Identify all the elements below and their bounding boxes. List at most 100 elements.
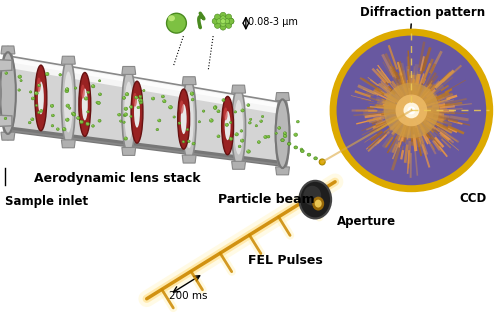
Ellipse shape bbox=[240, 139, 244, 142]
Ellipse shape bbox=[217, 135, 220, 138]
Ellipse shape bbox=[134, 97, 140, 128]
Ellipse shape bbox=[62, 57, 76, 147]
Ellipse shape bbox=[97, 101, 100, 105]
Ellipse shape bbox=[118, 113, 120, 116]
Ellipse shape bbox=[142, 89, 145, 92]
Ellipse shape bbox=[130, 106, 132, 108]
Ellipse shape bbox=[234, 100, 243, 155]
Ellipse shape bbox=[260, 120, 261, 121]
Ellipse shape bbox=[66, 118, 67, 119]
Ellipse shape bbox=[212, 18, 218, 24]
Ellipse shape bbox=[66, 104, 68, 105]
Circle shape bbox=[404, 102, 419, 118]
Ellipse shape bbox=[59, 74, 62, 76]
Ellipse shape bbox=[226, 14, 232, 20]
Ellipse shape bbox=[166, 13, 186, 33]
Ellipse shape bbox=[18, 89, 21, 91]
Polygon shape bbox=[1, 46, 15, 54]
Ellipse shape bbox=[169, 106, 170, 107]
Ellipse shape bbox=[34, 92, 38, 95]
Ellipse shape bbox=[230, 137, 232, 140]
Polygon shape bbox=[0, 115, 12, 127]
Polygon shape bbox=[232, 161, 245, 169]
Ellipse shape bbox=[182, 141, 184, 143]
Ellipse shape bbox=[163, 100, 164, 101]
Ellipse shape bbox=[124, 113, 126, 114]
Ellipse shape bbox=[35, 65, 47, 131]
Polygon shape bbox=[0, 75, 13, 111]
Ellipse shape bbox=[46, 72, 47, 74]
Ellipse shape bbox=[228, 18, 234, 24]
Polygon shape bbox=[232, 85, 245, 93]
Polygon shape bbox=[8, 126, 282, 167]
Ellipse shape bbox=[18, 75, 22, 78]
Ellipse shape bbox=[86, 111, 89, 113]
Ellipse shape bbox=[220, 24, 226, 30]
Ellipse shape bbox=[96, 101, 98, 104]
Ellipse shape bbox=[198, 121, 200, 123]
Ellipse shape bbox=[224, 19, 230, 24]
Ellipse shape bbox=[247, 104, 250, 106]
Ellipse shape bbox=[72, 112, 73, 113]
Ellipse shape bbox=[192, 142, 194, 143]
Ellipse shape bbox=[79, 72, 91, 136]
Ellipse shape bbox=[284, 132, 286, 135]
Ellipse shape bbox=[139, 100, 141, 102]
Ellipse shape bbox=[96, 101, 97, 102]
Ellipse shape bbox=[124, 107, 126, 108]
Ellipse shape bbox=[40, 110, 41, 111]
Ellipse shape bbox=[191, 98, 194, 101]
Ellipse shape bbox=[123, 121, 125, 123]
Ellipse shape bbox=[139, 95, 142, 98]
Ellipse shape bbox=[158, 119, 159, 120]
Ellipse shape bbox=[278, 127, 280, 129]
Ellipse shape bbox=[76, 117, 80, 119]
Ellipse shape bbox=[5, 72, 6, 73]
Ellipse shape bbox=[124, 137, 128, 140]
Ellipse shape bbox=[238, 145, 241, 148]
Ellipse shape bbox=[64, 72, 73, 133]
Ellipse shape bbox=[248, 122, 251, 124]
Ellipse shape bbox=[173, 116, 174, 117]
Text: Aperture: Aperture bbox=[337, 215, 396, 227]
Ellipse shape bbox=[20, 80, 22, 82]
Ellipse shape bbox=[135, 96, 136, 97]
Ellipse shape bbox=[74, 87, 76, 88]
Ellipse shape bbox=[294, 133, 296, 134]
Ellipse shape bbox=[217, 110, 218, 111]
Polygon shape bbox=[8, 56, 282, 114]
Ellipse shape bbox=[82, 89, 88, 120]
Ellipse shape bbox=[234, 111, 236, 113]
Ellipse shape bbox=[198, 121, 199, 122]
Ellipse shape bbox=[314, 200, 322, 208]
Ellipse shape bbox=[92, 85, 95, 88]
Ellipse shape bbox=[264, 135, 265, 137]
Ellipse shape bbox=[228, 18, 234, 24]
Ellipse shape bbox=[92, 125, 94, 127]
Ellipse shape bbox=[222, 96, 234, 155]
Polygon shape bbox=[122, 147, 136, 155]
Ellipse shape bbox=[156, 129, 158, 131]
Ellipse shape bbox=[66, 104, 70, 107]
Ellipse shape bbox=[214, 107, 215, 108]
Ellipse shape bbox=[131, 81, 143, 143]
Ellipse shape bbox=[84, 97, 86, 98]
Ellipse shape bbox=[52, 114, 54, 117]
Ellipse shape bbox=[300, 148, 303, 151]
Ellipse shape bbox=[216, 19, 222, 24]
Ellipse shape bbox=[139, 99, 142, 102]
Ellipse shape bbox=[74, 87, 77, 89]
Ellipse shape bbox=[280, 139, 284, 142]
Ellipse shape bbox=[98, 119, 100, 120]
Ellipse shape bbox=[98, 119, 101, 122]
Polygon shape bbox=[182, 77, 196, 85]
Ellipse shape bbox=[241, 109, 244, 112]
Ellipse shape bbox=[87, 91, 90, 94]
Ellipse shape bbox=[158, 119, 161, 122]
Ellipse shape bbox=[124, 113, 128, 116]
Ellipse shape bbox=[36, 105, 38, 106]
Ellipse shape bbox=[5, 72, 8, 74]
Ellipse shape bbox=[312, 197, 324, 210]
Ellipse shape bbox=[224, 107, 228, 120]
Ellipse shape bbox=[180, 100, 184, 114]
